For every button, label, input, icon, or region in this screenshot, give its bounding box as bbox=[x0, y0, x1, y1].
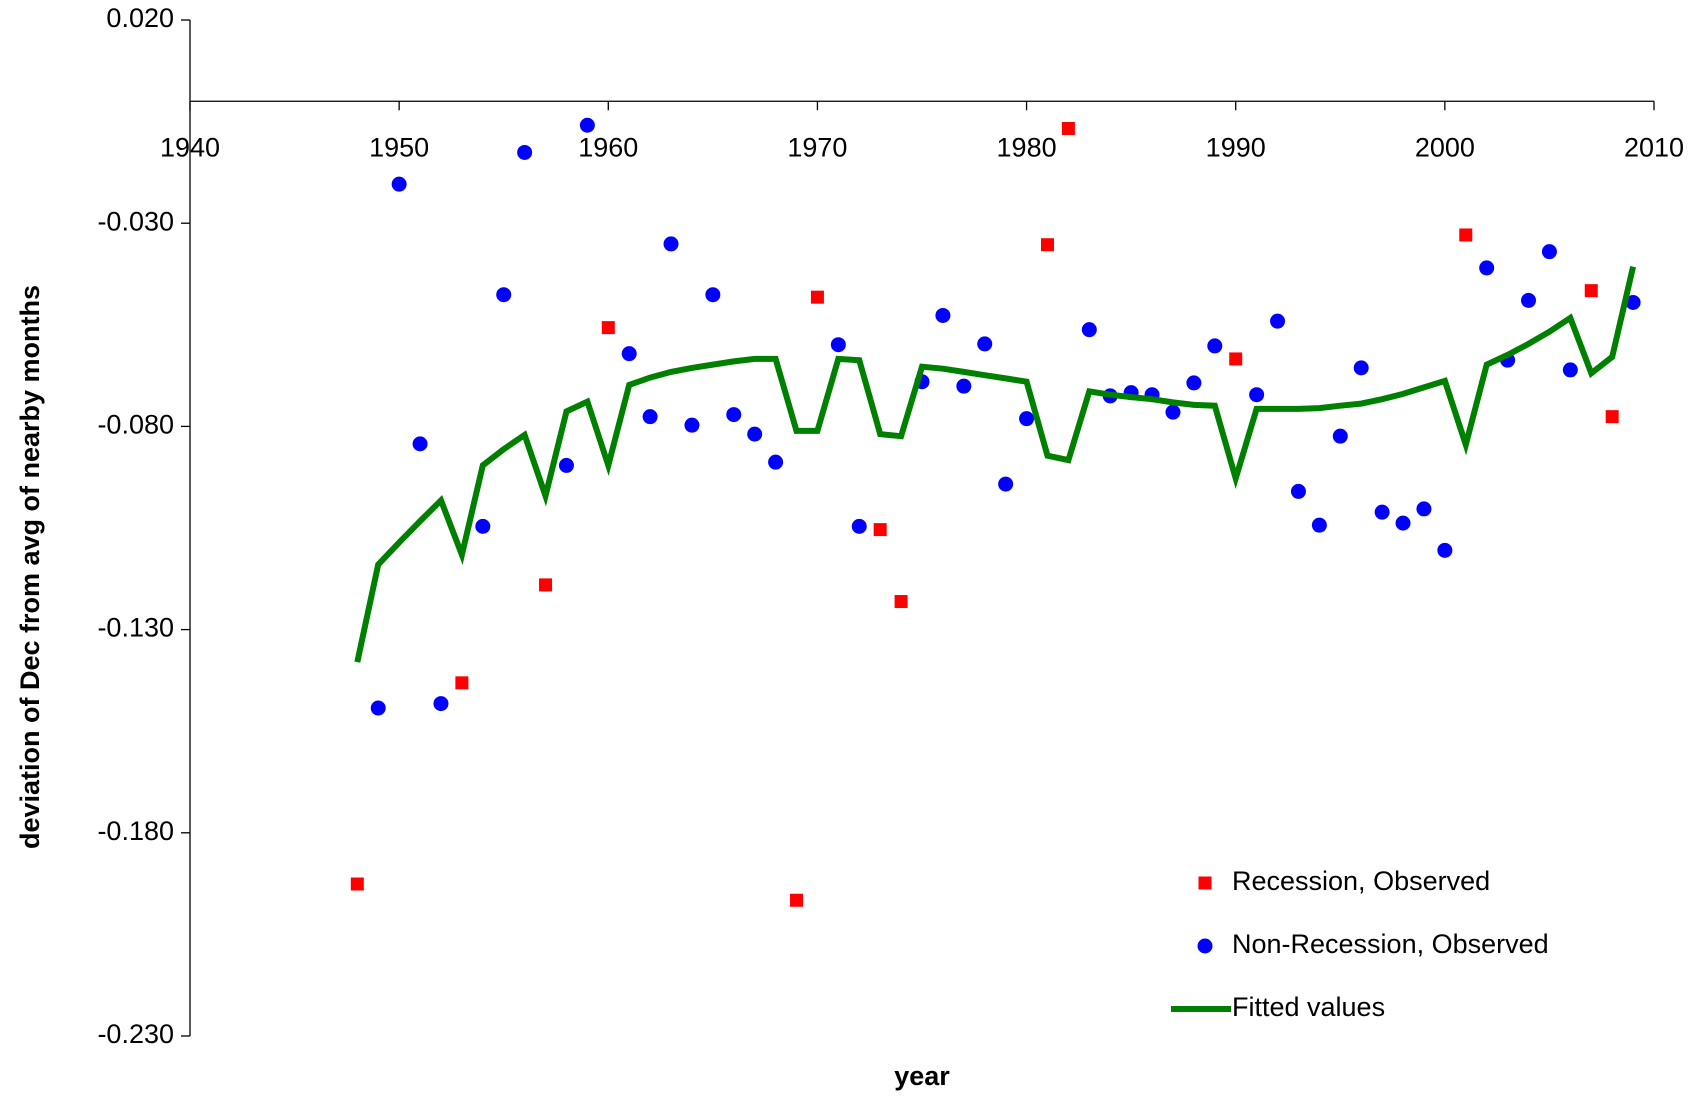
non-recession-point bbox=[370, 700, 386, 716]
non-recession-point bbox=[830, 337, 846, 353]
recession-point bbox=[810, 290, 824, 304]
non-recession-point bbox=[1290, 483, 1306, 499]
x-axis-title: year bbox=[894, 1061, 950, 1091]
non-recession-point bbox=[726, 407, 742, 423]
y-tick-label: -0.130 bbox=[97, 613, 174, 643]
legend-label: Recession, Observed bbox=[1232, 866, 1490, 896]
non-recession-point bbox=[1625, 294, 1641, 310]
non-recession-point bbox=[663, 236, 679, 252]
non-recession-point bbox=[1332, 428, 1348, 444]
recession-point bbox=[350, 877, 364, 891]
non-recession-point bbox=[433, 696, 449, 712]
y-tick-label: -0.180 bbox=[97, 816, 174, 846]
non-recession-point bbox=[1311, 517, 1327, 533]
non-recession-point bbox=[1416, 501, 1432, 517]
non-recession-point bbox=[579, 117, 595, 133]
y-axis-title: deviation of Dec from avg of nearby mont… bbox=[15, 285, 45, 849]
recession-point bbox=[894, 595, 908, 609]
recession-point bbox=[539, 578, 553, 592]
non-recession-point bbox=[1437, 542, 1453, 558]
y-tick-label: -0.030 bbox=[97, 206, 174, 236]
recession-point bbox=[790, 893, 804, 907]
recession-point bbox=[873, 523, 887, 537]
non-recession-point bbox=[1562, 362, 1578, 378]
non-recession-point bbox=[1270, 313, 1286, 329]
non-recession-point bbox=[705, 287, 721, 303]
legend-swatch bbox=[1198, 876, 1212, 890]
fitted-line bbox=[354, 266, 1637, 663]
x-tick-label: 1990 bbox=[1206, 132, 1266, 162]
non-recession-point bbox=[558, 457, 574, 473]
y-tick-label: 0.020 bbox=[106, 3, 174, 33]
recession-point bbox=[1061, 122, 1075, 136]
legend-swatch bbox=[1197, 938, 1213, 954]
y-tick-label: -0.080 bbox=[97, 410, 174, 440]
non-recession-point bbox=[412, 436, 428, 452]
non-recession-point bbox=[1374, 504, 1390, 520]
non-recession-point bbox=[684, 417, 700, 433]
non-recession-point bbox=[1081, 322, 1097, 338]
recession-point bbox=[1605, 410, 1619, 424]
non-recession-point bbox=[475, 518, 491, 534]
non-recession-point bbox=[747, 426, 763, 442]
non-recession-point bbox=[642, 409, 658, 425]
non-recession-point bbox=[621, 346, 637, 362]
non-recession-point bbox=[1541, 244, 1557, 260]
non-recession-point bbox=[1186, 375, 1202, 391]
non-recession-point bbox=[1207, 338, 1223, 354]
non-recession-point bbox=[517, 144, 533, 160]
legend-label: Non-Recession, Observed bbox=[1232, 929, 1549, 959]
recession-point bbox=[601, 321, 615, 335]
non-recession-point bbox=[768, 454, 784, 470]
recession-point bbox=[455, 676, 469, 690]
recession-point bbox=[1459, 228, 1473, 242]
recession-point bbox=[1040, 238, 1054, 252]
recession-point bbox=[1584, 284, 1598, 298]
non-recession-point bbox=[1019, 411, 1035, 427]
x-tick-label: 1940 bbox=[160, 132, 220, 162]
x-tick-label: 1960 bbox=[578, 132, 638, 162]
non-recession-point bbox=[851, 518, 867, 534]
non-recession-point bbox=[977, 336, 993, 352]
x-tick-label: 2010 bbox=[1624, 132, 1684, 162]
non-recession-point bbox=[1353, 360, 1369, 376]
x-tick-label: 2000 bbox=[1415, 132, 1475, 162]
y-tick-label: -0.230 bbox=[97, 1019, 174, 1049]
x-tick-label: 1950 bbox=[369, 132, 429, 162]
x-tick-label: 1980 bbox=[997, 132, 1057, 162]
legend-label: Fitted values bbox=[1232, 992, 1385, 1022]
non-recession-point bbox=[496, 287, 512, 303]
non-recession-point bbox=[1165, 404, 1181, 420]
recession-point bbox=[1229, 352, 1243, 366]
non-recession-point bbox=[1479, 260, 1495, 276]
x-tick-label: 1970 bbox=[787, 132, 847, 162]
non-recession-point bbox=[1395, 515, 1411, 531]
non-recession-point bbox=[998, 476, 1014, 492]
non-recession-point bbox=[935, 307, 951, 323]
non-recession-point bbox=[391, 176, 407, 192]
non-recession-point bbox=[1521, 292, 1537, 308]
non-recession-point bbox=[956, 378, 972, 394]
non-recession-point bbox=[1249, 387, 1265, 403]
